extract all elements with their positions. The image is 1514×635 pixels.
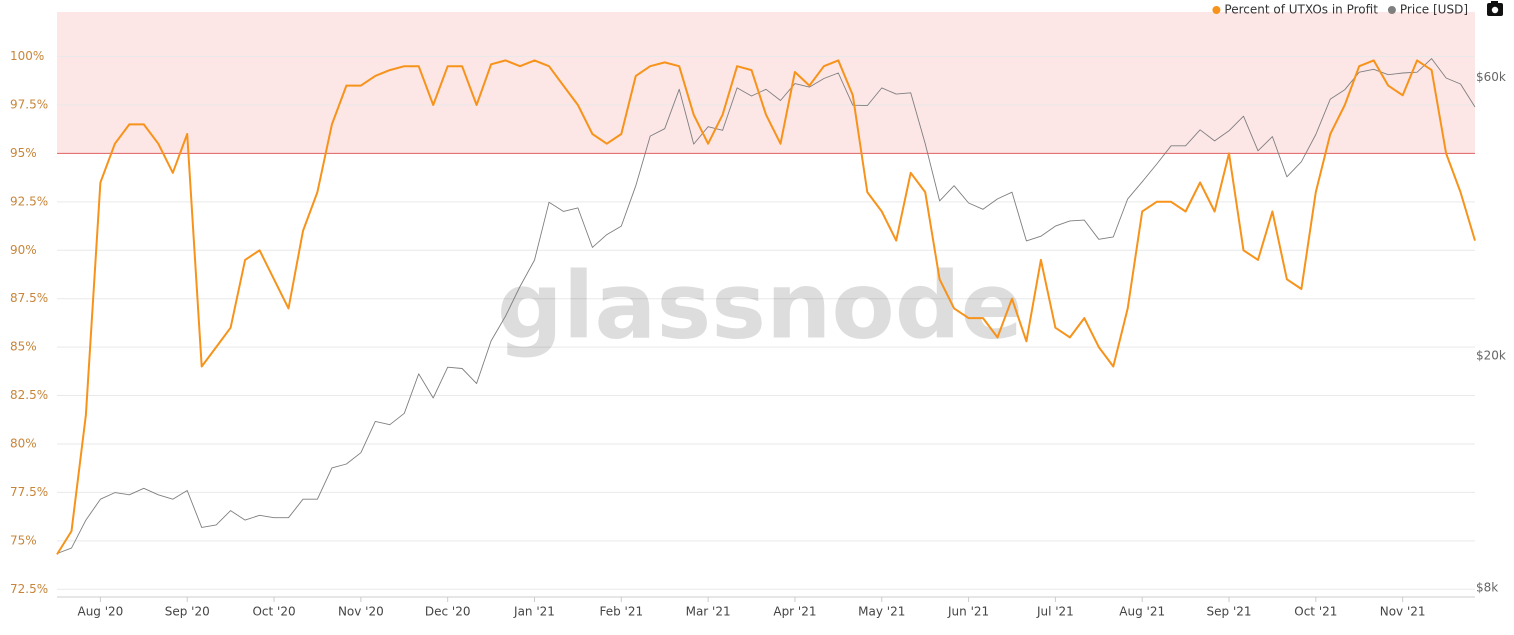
y-tick-label: 100% <box>10 49 44 63</box>
y2-tick-label: $8k <box>1476 580 1498 594</box>
y-tick-label: 82.5% <box>10 388 48 402</box>
x-tick-label: Jun '21 <box>947 605 989 619</box>
y2-tick-label: $60k <box>1476 70 1506 84</box>
highlight-band <box>57 12 1475 154</box>
legend-label[interactable]: Price [USD] <box>1400 3 1468 17</box>
y-tick-label: 75% <box>10 533 37 547</box>
x-tick-label: Sep '20 <box>165 605 210 619</box>
x-tick-label: Feb '21 <box>599 605 643 619</box>
y-tick-label: 92.5% <box>10 194 48 208</box>
x-tick-label: Aug '21 <box>1119 605 1165 619</box>
camera-icon[interactable] <box>1487 1 1503 16</box>
y-tick-label: 77.5% <box>10 485 48 499</box>
x-tick-label: Apr '21 <box>773 605 816 619</box>
x-tick-label: Jul '21 <box>1036 605 1074 619</box>
x-tick-label: Oct '20 <box>252 605 295 619</box>
y2-tick-label: $20k <box>1476 348 1506 362</box>
x-tick-label: Dec '20 <box>425 605 471 619</box>
x-tick-label: Oct '21 <box>1294 605 1337 619</box>
y-tick-label: 72.5% <box>10 582 48 596</box>
x-tick-label: Nov '21 <box>1380 605 1426 619</box>
x-tick-label: Nov '20 <box>338 605 384 619</box>
x-tick-label: Aug '20 <box>77 605 123 619</box>
legend-label[interactable]: Percent of UTXOs in Profit <box>1224 3 1378 17</box>
x-tick-label: Jan '21 <box>513 605 555 619</box>
y-tick-label: 95% <box>10 146 37 160</box>
legend-marker[interactable] <box>1212 6 1221 14</box>
y-tick-label: 85% <box>10 340 37 354</box>
line-series <box>56 58 1476 554</box>
y-tick-label: 90% <box>10 243 37 257</box>
x-tick-label: Mar '21 <box>686 605 731 619</box>
line-series <box>56 59 1476 555</box>
y-tick-label: 97.5% <box>10 97 48 111</box>
legend-marker[interactable] <box>1387 6 1396 14</box>
y-tick-label: 80% <box>10 436 37 450</box>
watermark: glassnode <box>497 252 1023 359</box>
x-tick-label: Sep '21 <box>1207 605 1252 619</box>
y-tick-label: 87.5% <box>10 291 48 305</box>
x-tick-label: May '21 <box>858 605 905 619</box>
